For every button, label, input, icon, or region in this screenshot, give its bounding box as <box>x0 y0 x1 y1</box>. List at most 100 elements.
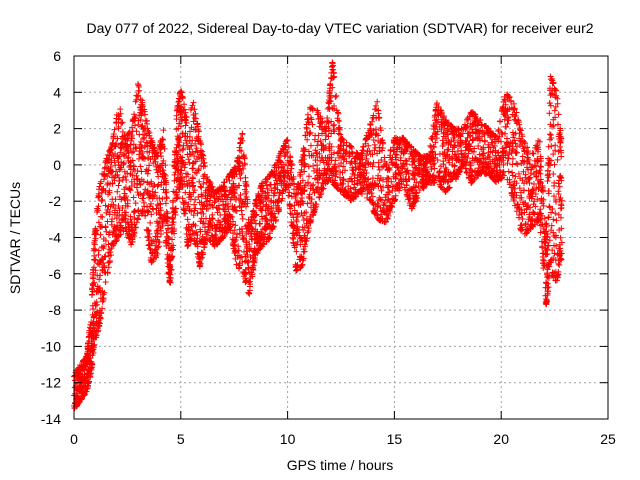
data-point <box>84 350 91 357</box>
data-point <box>216 193 223 200</box>
data-point <box>114 171 121 178</box>
data-point <box>92 246 99 253</box>
data-point <box>197 183 204 190</box>
data-point <box>164 222 171 229</box>
data-point <box>247 254 254 261</box>
data-point <box>105 191 112 198</box>
data-point <box>242 198 249 205</box>
data-point <box>246 290 253 297</box>
data-point <box>89 360 96 367</box>
data-point <box>184 171 191 178</box>
data-point <box>147 219 154 226</box>
data-point <box>159 160 166 167</box>
data-point <box>197 147 204 154</box>
data-point <box>222 202 229 209</box>
data-point <box>133 219 140 226</box>
data-point <box>537 206 544 213</box>
data-point <box>240 152 247 159</box>
data-point <box>102 224 109 231</box>
data-point <box>160 157 167 164</box>
data-point <box>216 237 223 244</box>
data-point <box>553 217 560 224</box>
data-point <box>285 192 292 199</box>
data-point <box>95 203 102 210</box>
data-point <box>123 193 130 200</box>
data-point <box>209 215 216 222</box>
data-point <box>178 107 185 114</box>
data-point <box>198 215 205 222</box>
data-point <box>154 183 161 190</box>
data-point <box>168 254 175 261</box>
data-point <box>333 92 340 99</box>
data-point <box>201 159 208 166</box>
data-point <box>191 201 198 208</box>
data-point <box>116 207 123 214</box>
data-point <box>93 209 100 216</box>
data-point <box>176 147 183 154</box>
data-point <box>206 220 213 227</box>
data-point <box>116 178 123 185</box>
data-point <box>149 188 156 195</box>
data-point <box>526 161 533 168</box>
data-point <box>197 139 204 146</box>
data-point <box>82 388 89 395</box>
data-point <box>186 151 193 158</box>
data-point <box>238 147 245 154</box>
data-point <box>178 114 185 121</box>
data-point <box>135 87 142 94</box>
data-point <box>186 205 193 212</box>
data-point <box>160 179 167 186</box>
data-point <box>206 227 213 234</box>
data-point <box>137 181 144 188</box>
data-point <box>99 295 106 302</box>
data-point <box>324 114 331 121</box>
data-point <box>191 114 198 121</box>
data-point <box>201 241 208 248</box>
data-point <box>96 276 103 283</box>
data-point <box>135 208 142 215</box>
data-point <box>537 229 544 236</box>
data-point <box>195 126 202 133</box>
data-point <box>101 176 108 183</box>
data-point <box>129 128 136 135</box>
data-point <box>169 214 176 221</box>
data-point <box>111 157 118 164</box>
data-point <box>89 285 96 292</box>
data-point <box>227 170 234 177</box>
data-point <box>214 240 221 247</box>
data-point <box>116 212 123 219</box>
data-point <box>188 142 195 149</box>
data-point <box>122 212 129 219</box>
y-tick-label: -8 <box>49 302 62 318</box>
data-point <box>187 231 194 238</box>
data-point <box>131 111 138 118</box>
data-point <box>112 196 119 203</box>
data-point <box>131 214 138 221</box>
data-point <box>229 202 236 209</box>
data-point <box>505 168 512 175</box>
data-point <box>124 147 131 154</box>
data-point <box>163 229 170 236</box>
data-point <box>128 239 135 246</box>
data-point <box>92 331 99 338</box>
data-point <box>548 222 555 229</box>
data-point <box>154 233 161 240</box>
data-point <box>192 196 199 203</box>
data-point <box>178 104 185 111</box>
data-point <box>121 153 128 160</box>
x-tick-label: 0 <box>70 431 78 447</box>
data-point <box>115 232 122 239</box>
data-point <box>116 166 123 173</box>
data-point <box>122 219 129 226</box>
data-point <box>117 106 124 113</box>
data-point <box>182 137 189 144</box>
data-point <box>212 198 219 205</box>
data-point <box>386 188 393 195</box>
data-point <box>105 249 112 256</box>
data-point <box>86 324 93 331</box>
data-point <box>144 179 151 186</box>
data-point <box>158 181 165 188</box>
data-point <box>509 155 516 162</box>
data-point <box>290 235 297 242</box>
